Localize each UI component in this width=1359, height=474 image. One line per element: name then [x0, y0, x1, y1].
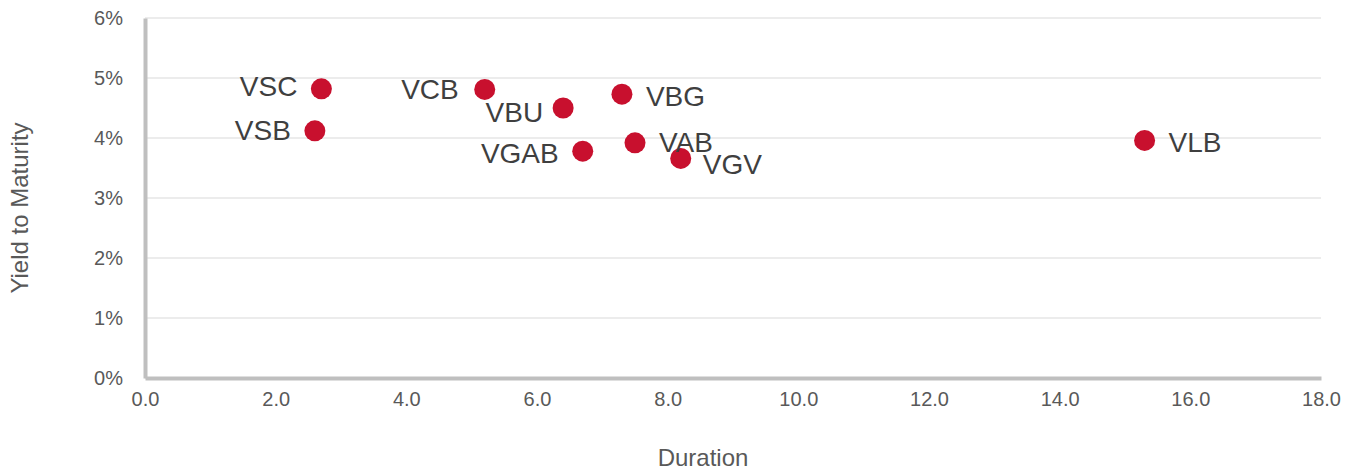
y-tick-label: 6%	[94, 7, 123, 29]
y-axis-line	[144, 19, 148, 379]
point	[1134, 130, 1155, 151]
point	[572, 141, 593, 162]
x-tick-label: 16.0	[1171, 388, 1210, 410]
grid	[145, 18, 1321, 378]
x-axis: 0.0 2.0 4.0 6.0 8.0 10.0 12.0 14.0 16.0 18.0	[132, 378, 1341, 410]
x-tick-label: 2.0	[262, 388, 290, 410]
point-label: VLB	[1169, 127, 1222, 158]
x-axis-line	[146, 377, 1322, 381]
y-tick-label: 5%	[94, 67, 123, 89]
x-tick: 4.0	[393, 378, 421, 410]
point-label: VSB	[235, 115, 291, 146]
y-axis-title: Yield to Maturity	[6, 122, 33, 293]
point	[311, 78, 332, 99]
x-tick: 18.0	[1302, 378, 1341, 410]
x-tick-label: 4.0	[393, 388, 421, 410]
point-label: VSC	[240, 71, 298, 102]
y-tick-label: 2%	[94, 247, 123, 269]
x-tick-label: 8.0	[654, 388, 682, 410]
chart: 0.0 2.0 4.0 6.0 8.0 10.0 12.0 14.0 16.0 18.0 0% 1% 2…	[0, 0, 1359, 474]
grid-line	[145, 318, 1321, 319]
y-tick: 5%	[94, 67, 145, 89]
x-tick: 0.0	[132, 378, 160, 410]
y-tick-label: 4%	[94, 127, 123, 149]
x-tick-label: 10.0	[779, 388, 818, 410]
plot: 0.0 2.0 4.0 6.0 8.0 10.0 12.0 14.0 16.0 18.0 0% 1% 2…	[94, 7, 1341, 410]
x-tick: 6.0	[524, 378, 552, 410]
x-tick-label: 12.0	[910, 388, 949, 410]
x-tick-label: 0.0	[132, 388, 160, 410]
y-axis: 0% 1% 2% 3% 4% 5% 6%	[94, 7, 145, 389]
point	[625, 132, 646, 153]
x-tick: 8.0	[654, 378, 682, 410]
point-label: VCB	[401, 74, 459, 105]
y-tick-label: 3%	[94, 187, 123, 209]
y-tick: 4%	[94, 127, 145, 149]
x-axis-title: Duration	[658, 444, 749, 471]
x-tick: 12.0	[910, 378, 949, 410]
y-tick: 6%	[94, 7, 145, 29]
point-label: VBU	[486, 97, 544, 128]
y-tick-label: 1%	[94, 307, 123, 329]
y-tick: 0%	[94, 367, 145, 389]
grid-line	[145, 258, 1321, 259]
point	[553, 98, 574, 119]
point-labels: VSCVSBVCBVBUVBGVGABVABVGVVLB	[235, 71, 1222, 180]
grid-line	[145, 18, 1321, 19]
x-tick: 14.0	[1041, 378, 1080, 410]
x-tick: 2.0	[262, 378, 290, 410]
grid-line	[145, 378, 1321, 379]
x-tick-label: 14.0	[1041, 388, 1080, 410]
point	[304, 120, 325, 141]
point	[611, 84, 632, 105]
point-label: VGV	[703, 149, 762, 180]
point-label: VBG	[646, 81, 705, 112]
point-label: VGAB	[481, 138, 559, 169]
grid-line	[145, 198, 1321, 199]
x-tick-label: 18.0	[1302, 388, 1341, 410]
x-tick: 16.0	[1171, 378, 1210, 410]
y-tick: 1%	[94, 307, 145, 329]
y-tick: 2%	[94, 247, 145, 269]
y-tick: 3%	[94, 187, 145, 209]
x-tick: 10.0	[779, 378, 818, 410]
y-tick-label: 0%	[94, 367, 123, 389]
x-tick-label: 6.0	[524, 388, 552, 410]
